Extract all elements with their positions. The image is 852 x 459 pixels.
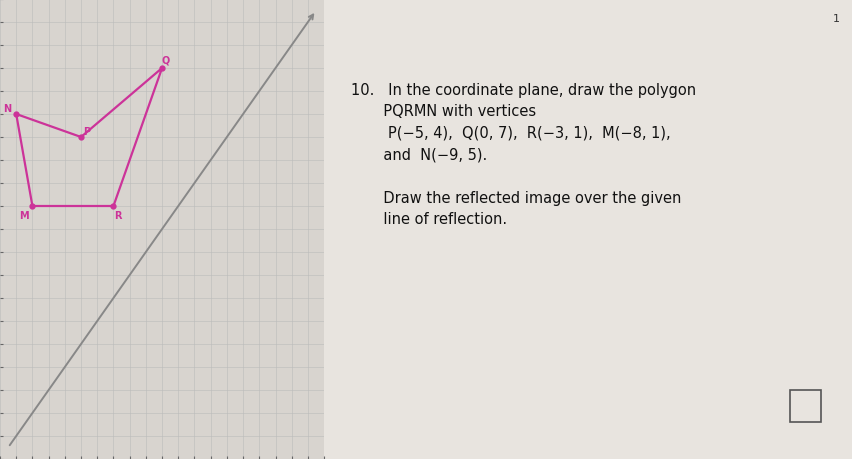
Text: Q: Q [162, 56, 170, 66]
Text: R: R [114, 211, 122, 221]
Text: P: P [83, 127, 90, 137]
Text: M: M [19, 211, 28, 221]
Text: 1: 1 [832, 14, 839, 24]
Text: 10.   In the coordinate plane, draw the polygon
       PQRMN with vertices
     : 10. In the coordinate plane, draw the po… [350, 83, 695, 227]
Text: N: N [3, 104, 11, 114]
